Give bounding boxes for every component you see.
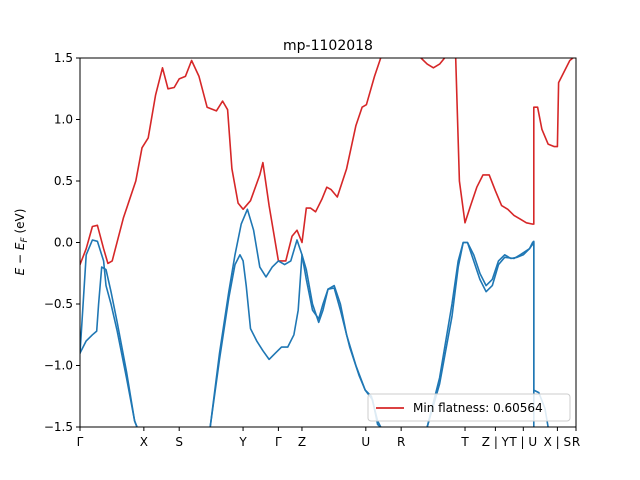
legend-box (367, 393, 571, 422)
x-tick-label: Γ (77, 435, 84, 449)
band-line-series-2-segment-4 (209, 208, 382, 427)
band-line-series-2-segment-2 (80, 239, 138, 427)
y-tick-label: 1.5 (54, 51, 73, 65)
y-tick-label: −0.5 (44, 297, 73, 311)
y-tick-label: 0.5 (54, 174, 73, 188)
y-tick-label: −1.0 (44, 359, 73, 373)
legend-label: Min flatness: 0.60564 (413, 401, 543, 415)
chart-title: mp-1102018 (283, 38, 373, 54)
y-tick-label: 1.0 (54, 113, 73, 127)
svg-text:E − EF (eV): E − EF (eV) (13, 209, 30, 276)
x-tick-label: Z (298, 435, 306, 449)
y-axis-label-main: E − E (13, 242, 27, 275)
x-tick-label: T | U (508, 435, 537, 449)
x-tick-label: Y (238, 435, 247, 449)
x-tick-label: R (572, 435, 580, 449)
x-tick-label: Γ (275, 435, 282, 449)
x-tick-label: U (361, 435, 370, 449)
y-tick-label: −1.5 (44, 420, 73, 434)
band-line-series-2-segment-6 (426, 241, 549, 427)
legend: Min flatness: 0.60564 (367, 393, 571, 422)
x-tick-label: S (175, 435, 183, 449)
y-axis-label: E − EF (eV) (13, 209, 30, 276)
x-tick-label: X | S (544, 435, 572, 449)
band-line-series-1-segment-1 (80, 58, 382, 266)
x-tick-label: R (397, 435, 405, 449)
y-axis-label-subscript: F (20, 237, 30, 243)
band-line-series-1-segment-2 (420, 58, 446, 69)
y-tick-label: 0.0 (54, 236, 73, 250)
y-axis-label-unit: (eV) (13, 209, 27, 238)
plot-frame (79, 57, 577, 428)
x-tick-label: T (460, 435, 469, 449)
x-tick-label: X (140, 435, 148, 449)
x-tick-label: Z | Y (482, 435, 510, 449)
band-line-series-1-segment-3 (454, 58, 574, 225)
